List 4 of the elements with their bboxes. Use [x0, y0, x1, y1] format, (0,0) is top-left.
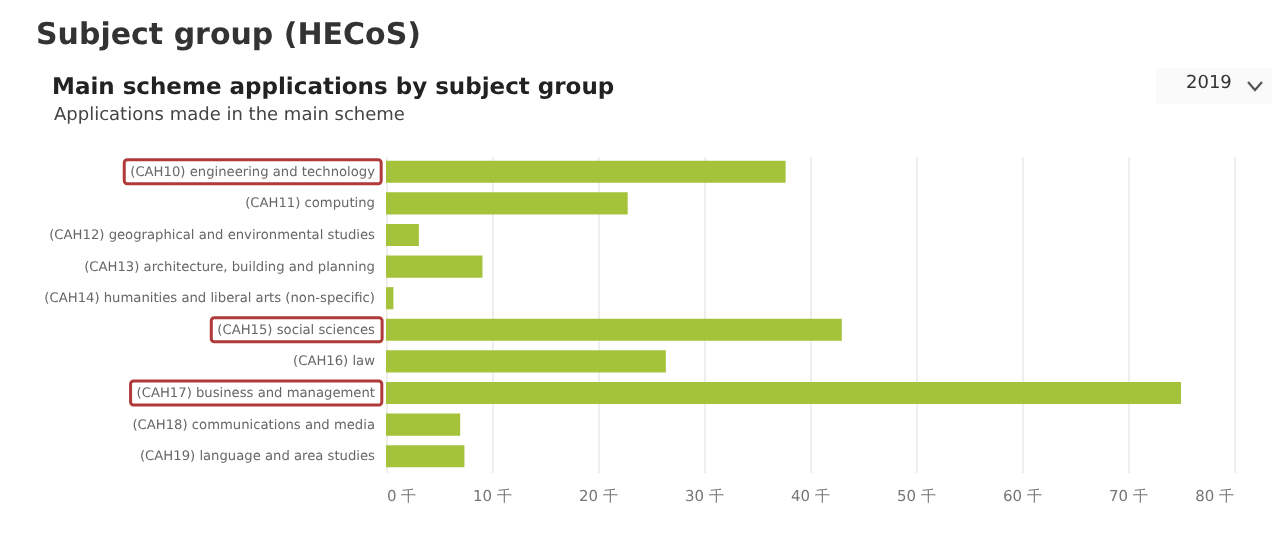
text: Applications made in the main scheme	[54, 106, 405, 126]
chart-title: Main scheme applications by subject group	[52, 72, 615, 100]
year-dropdown: 2019	[1156, 68, 1272, 104]
text: Subject group (HECoS)	[36, 16, 422, 52]
